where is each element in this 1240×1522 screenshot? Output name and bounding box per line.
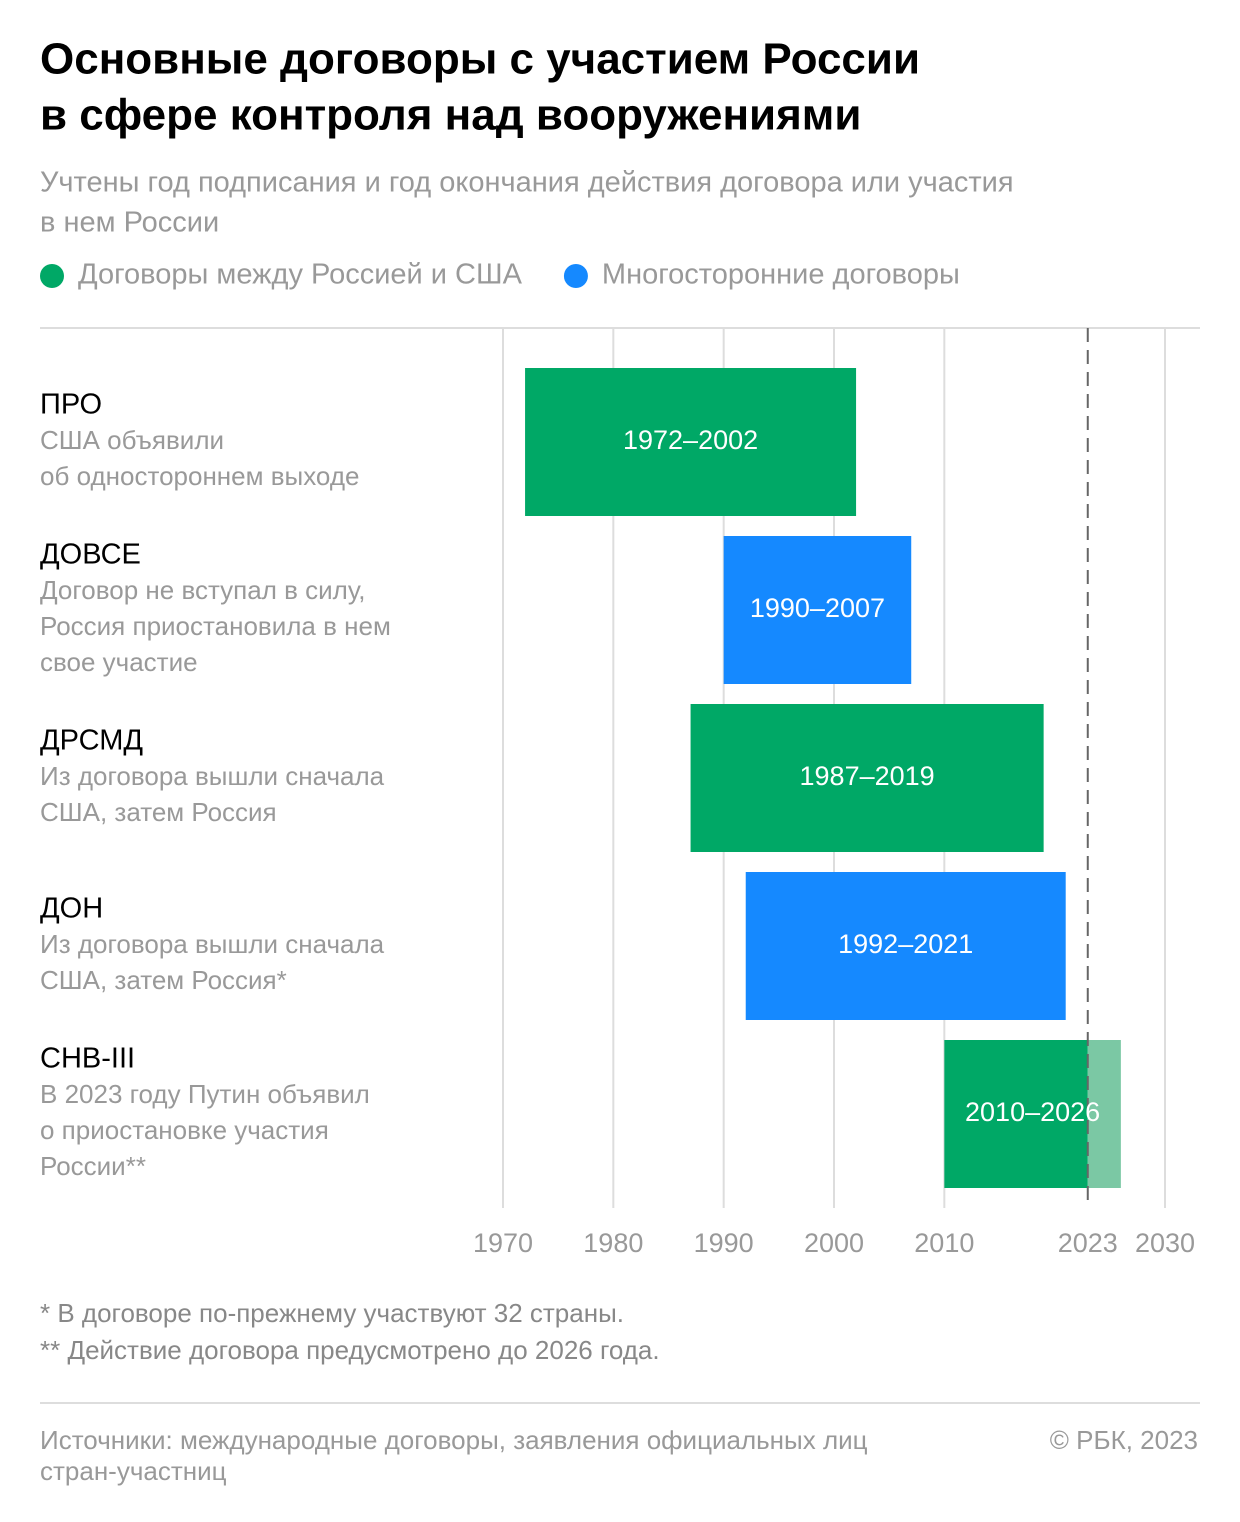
item-note: Россия приостановила в нем [40, 611, 391, 641]
x-tick-label: 1990 [694, 1228, 754, 1258]
bar [723, 536, 912, 684]
item-name: ДОН [40, 893, 103, 925]
x-tick-label: 1970 [473, 1228, 533, 1258]
item-name: СНВ-III [40, 1043, 135, 1075]
bar [944, 1040, 1088, 1188]
item-name: ПРО [40, 389, 102, 421]
item-note: об одностороннем выходе [40, 461, 359, 491]
legend-marker [40, 264, 64, 288]
copyright: © РБК, 2023 [1050, 1425, 1198, 1455]
source: Источники: международные договоры, заявл… [40, 1425, 868, 1455]
x-tick-label: 1980 [583, 1228, 643, 1258]
x-tick-label: 2000 [804, 1228, 864, 1258]
chart-title: в сфере контроля над вооружениями [40, 91, 861, 140]
chart-subtitle: Учтены год подписания и год окончания де… [40, 167, 1014, 199]
legend-marker [563, 264, 588, 288]
source: стран-участниц [40, 1456, 227, 1486]
chart-title: Основные договоры с участием России [40, 35, 920, 84]
x-tick-label: 2010 [914, 1228, 974, 1258]
item-name: ДРСМД [40, 725, 143, 757]
chart-subtitle: в нем России [40, 207, 219, 239]
item-note: России** [40, 1151, 146, 1181]
footnote: * В договоре по-прежнему участвуют 32 ст… [40, 1298, 624, 1328]
x-tick-label: 2030 [1135, 1228, 1195, 1258]
item-note: США, затем Россия [40, 797, 277, 827]
legend-label: Многосторонние договоры [602, 259, 960, 291]
value-label: 2010–2026 [965, 1097, 1100, 1127]
value-label: 1992–2021 [838, 929, 973, 959]
bar-suspended [1087, 1040, 1121, 1188]
item-note: Из договора вышли сначала [40, 761, 385, 791]
value-label: 1987–2019 [800, 761, 935, 791]
item-note: США, затем Россия* [40, 965, 287, 995]
item-note: свое участие [40, 647, 198, 677]
item-name: ДОВСЕ [40, 539, 141, 571]
item-note: Договор не вступал в силу, [40, 575, 365, 605]
item-note: о приостановке участия [40, 1115, 329, 1145]
item-note: США объявили [40, 425, 224, 455]
value-label: 1990–2007 [750, 593, 885, 623]
legend-label: Договоры между Россией и США [78, 259, 523, 291]
bar [525, 368, 857, 516]
bar [690, 704, 1044, 852]
item-note: В 2023 году Путин объявил [40, 1079, 370, 1109]
bar [745, 872, 1066, 1020]
value-label: 1972–2002 [623, 425, 758, 455]
x-tick-label: 2023 [1058, 1228, 1118, 1258]
footnote: ** Действие договора предусмотрено до 20… [40, 1335, 660, 1365]
item-note: Из договора вышли сначала [40, 929, 385, 959]
